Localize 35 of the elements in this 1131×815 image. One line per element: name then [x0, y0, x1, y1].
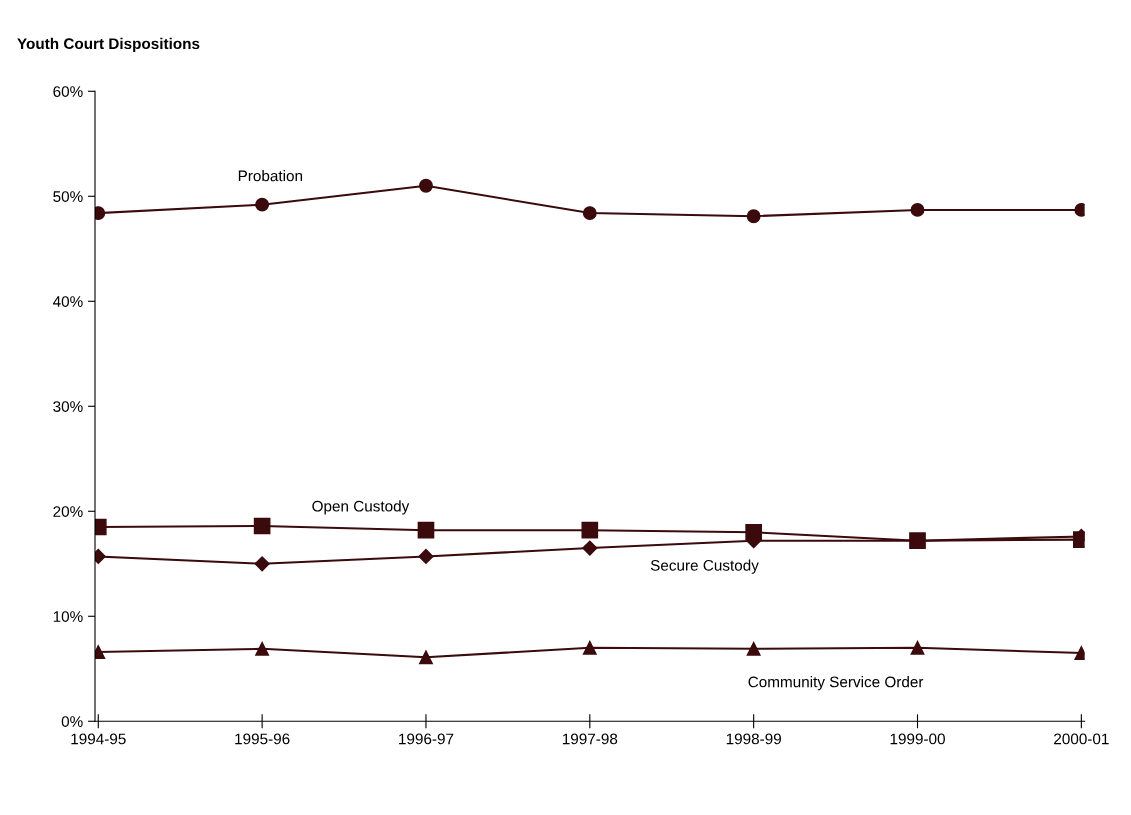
chart-title: Youth Court Dispositions	[17, 37, 200, 53]
point	[910, 640, 925, 655]
y-tick-label: 10%	[53, 611, 83, 622]
x-tick-label: 1999-00	[890, 733, 945, 745]
x-tick-label: 1996-97	[399, 733, 454, 745]
point	[419, 650, 433, 665]
point	[746, 641, 761, 656]
x-tick-label: 1995-96	[235, 733, 290, 745]
point	[255, 641, 270, 656]
y-tick-label: 0%	[61, 716, 83, 727]
y-tick-label: 60%	[53, 86, 83, 97]
series-label: Open Custody	[312, 500, 410, 515]
point	[582, 540, 598, 556]
x-tick-label: 1998-99	[726, 733, 781, 745]
y-tick-label: 30%	[53, 401, 83, 412]
point	[581, 521, 599, 539]
y-tick-label: 20%	[53, 506, 83, 517]
point	[746, 209, 761, 224]
x-tick-label: 1994-95	[71, 733, 126, 745]
point	[582, 206, 597, 221]
point	[255, 197, 270, 212]
point	[254, 556, 270, 572]
point	[419, 178, 433, 193]
point	[253, 517, 271, 535]
x-tick-label: 2000-01	[1054, 733, 1109, 745]
series-label: Community Service Order	[748, 676, 924, 691]
y-tick-label: 50%	[53, 191, 83, 202]
point	[910, 202, 925, 217]
y-tick-label: 40%	[52, 296, 83, 307]
point	[582, 640, 597, 655]
point	[418, 548, 434, 564]
point	[417, 521, 435, 539]
x-tick-label: 1997-98	[562, 733, 618, 745]
series-label: Probation	[238, 170, 303, 182]
series-label: Secure Custody	[650, 559, 759, 574]
